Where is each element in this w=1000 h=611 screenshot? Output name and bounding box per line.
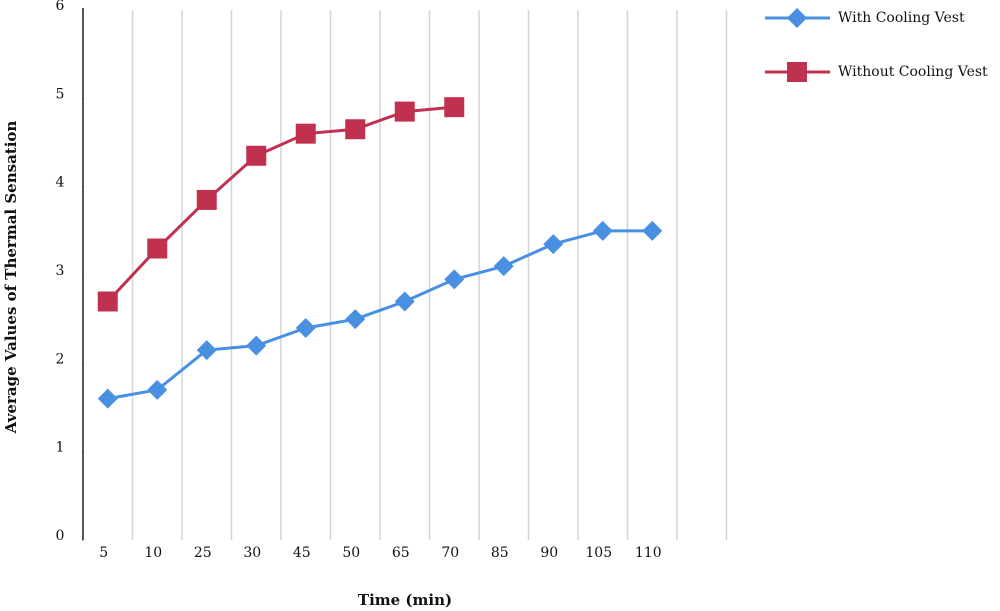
data-point bbox=[394, 101, 415, 122]
x-tick-label: 5 bbox=[99, 545, 108, 561]
legend-label: With Cooling Vest bbox=[838, 10, 965, 26]
x-axis-title: Time (min) bbox=[358, 591, 452, 609]
y-tick-label: 6 bbox=[56, 0, 65, 14]
data-point bbox=[246, 145, 267, 166]
y-tick-label: 1 bbox=[56, 440, 65, 456]
x-tick-label: 45 bbox=[293, 545, 311, 561]
data-point bbox=[493, 256, 514, 277]
data-point bbox=[642, 220, 663, 241]
x-tick-label: 85 bbox=[491, 545, 509, 561]
x-tick-label: 110 bbox=[635, 545, 662, 561]
legend-marker bbox=[787, 8, 807, 28]
x-tick-label: 50 bbox=[342, 545, 360, 561]
x-tick-label: 90 bbox=[540, 545, 558, 561]
data-point bbox=[295, 318, 316, 338]
data-point bbox=[196, 189, 217, 210]
data-point bbox=[444, 269, 465, 290]
data-point bbox=[97, 388, 118, 409]
data-point bbox=[345, 309, 366, 330]
x-tick-label: 30 bbox=[243, 545, 261, 561]
legend-marker bbox=[787, 62, 807, 82]
x-tick-label: 65 bbox=[392, 545, 410, 561]
legend-label: Without Cooling Vest bbox=[838, 64, 988, 80]
y-axis-title: Average Values of Thermal Sensation bbox=[2, 121, 20, 435]
y-tick-label: 4 bbox=[56, 175, 65, 191]
x-tick-label: 105 bbox=[585, 545, 612, 561]
data-point bbox=[147, 238, 168, 259]
data-point bbox=[147, 379, 168, 400]
y-tick-label: 3 bbox=[56, 263, 65, 279]
series-line bbox=[107, 229, 653, 401]
data-point bbox=[444, 97, 465, 118]
data-point bbox=[394, 291, 415, 312]
data-point bbox=[592, 220, 613, 241]
x-tick-label: 25 bbox=[194, 545, 212, 561]
data-point bbox=[345, 119, 366, 140]
data-point bbox=[246, 335, 267, 356]
y-tick-label: 0 bbox=[56, 528, 65, 544]
data-point bbox=[97, 291, 118, 312]
y-tick-label: 5 bbox=[56, 86, 65, 102]
y-tick-label: 2 bbox=[56, 351, 65, 367]
x-tick-label: 70 bbox=[441, 545, 459, 561]
data-point bbox=[543, 234, 564, 255]
data-point bbox=[295, 123, 316, 144]
x-tick-label: 10 bbox=[144, 545, 162, 561]
data-point bbox=[196, 340, 217, 361]
